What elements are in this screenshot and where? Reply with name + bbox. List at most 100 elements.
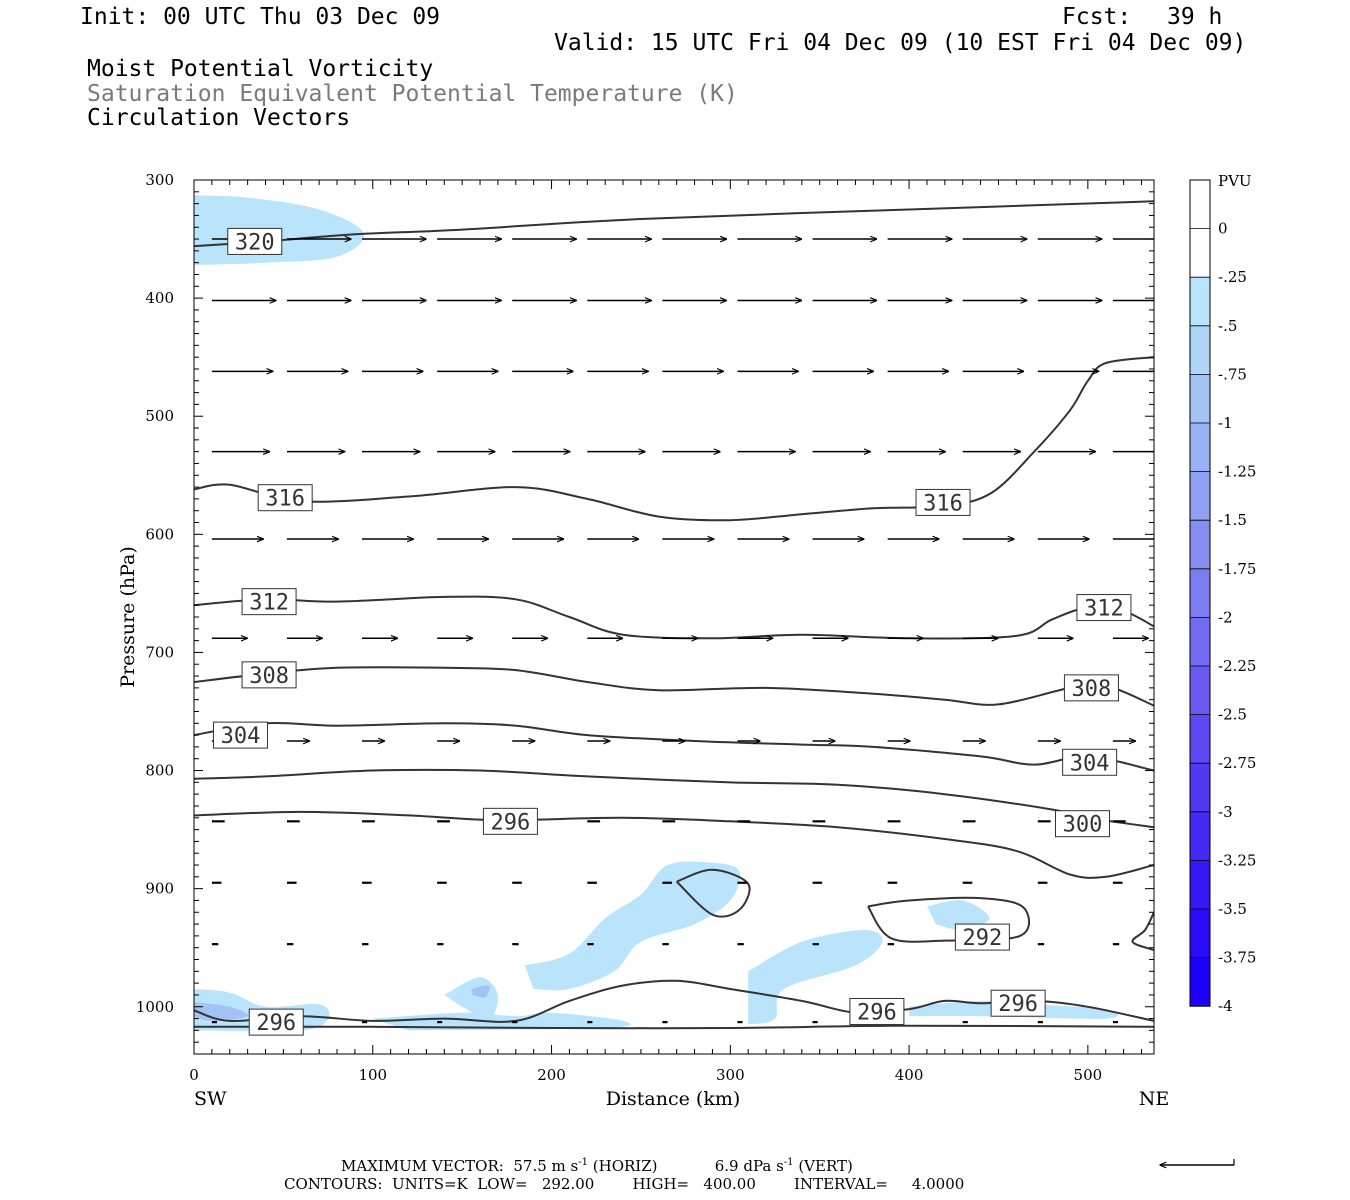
contour-292: [194, 1024, 1154, 1030]
contour-label-box: [241, 588, 297, 616]
forecast-label: Fcst:: [1062, 4, 1132, 30]
max-vector-horiz: 57.5 m s: [513, 1157, 579, 1175]
colorbar-label: -2.25: [1218, 657, 1256, 675]
x-tick-label: 0: [189, 1066, 199, 1084]
colorbar-swatch: [1190, 520, 1210, 569]
contour-label: 308: [1063, 674, 1119, 702]
colorbar-title: PVU: [1218, 172, 1252, 190]
contour-label-box: [915, 488, 971, 516]
contour-label-box: [954, 923, 1010, 951]
colorbar-swatch: [1190, 180, 1210, 229]
contour-308: [194, 666, 1154, 707]
valid-time: Valid: 15 UTC Fri 04 Dec 09 (10 EST Fri …: [554, 30, 1247, 56]
colorbar-label: -3.5: [1218, 900, 1247, 918]
init-time: Init: 00 UTC Thu 03 Dec 09: [80, 4, 441, 30]
y-tick-label: 600: [145, 525, 174, 543]
contour-label: 316: [915, 488, 971, 516]
contour-292: [676, 868, 751, 918]
contour-label-text: 320: [235, 230, 275, 255]
colorbar-frame: [1189, 179, 1211, 1007]
contour-label-text: 296: [857, 1000, 897, 1025]
contour-label-text: 304: [1070, 751, 1110, 776]
colorbar-swatch: [1190, 617, 1210, 666]
axis-labels: Distance (km) Pressure (hPa) SW NE: [117, 546, 1169, 1110]
circulation-vectors: [211, 239, 1154, 1024]
contour-label-box: [1062, 748, 1118, 776]
colorbar: PVU 0 -.25 -.5 -.75 -1 -1.25 -1.5 -1.75 -2 -2.25 -…: [1189, 172, 1256, 1015]
colorbar-label: -2.75: [1218, 754, 1256, 772]
colorbar-swatch: [1190, 860, 1210, 909]
forecast-hour: 39 h: [1167, 4, 1223, 30]
max-vector-vert: 6.9 dPa s: [714, 1157, 784, 1175]
contour-label-text: 296: [256, 1011, 296, 1036]
contour-label: 300: [1054, 810, 1110, 838]
contour-label-box: [482, 807, 538, 835]
x-end-label-right: NE: [1139, 1088, 1170, 1110]
contour-label: 316: [257, 484, 313, 512]
contour-316: [194, 356, 1154, 522]
x-axis-title: Distance (km): [606, 1088, 741, 1110]
contour-info: CONTOURS: UNITS=K LOW= 292.00 HIGH= 400.…: [284, 1175, 965, 1193]
contour-label-text: 300: [1063, 813, 1103, 838]
x-tick-label: 100: [358, 1066, 387, 1084]
contour-label-box: [241, 661, 297, 689]
contour-label-box: [257, 484, 313, 512]
colorbar-swatch: [1190, 909, 1210, 958]
field-title-vectors: Circulation Vectors: [87, 105, 351, 131]
contour-label-box: [227, 227, 283, 255]
mpv-region: [748, 930, 883, 1025]
contour-label: 296: [482, 807, 538, 835]
contour-label-box: [1054, 810, 1110, 838]
y-tick-label: 400: [145, 289, 174, 307]
colorbar-swatch: [1190, 423, 1210, 472]
colorbar-swatch: [1190, 957, 1210, 1007]
colorbar-swatch: [1190, 374, 1210, 423]
x-tick-label: 200: [537, 1066, 566, 1084]
contour-label-text: 316: [923, 491, 963, 516]
contour-label-box: [248, 1008, 304, 1036]
y-tick-label: 700: [145, 643, 174, 661]
x-end-label-left: SW: [194, 1088, 227, 1110]
field-title-mpv: Moist Potential Vorticity: [87, 56, 434, 82]
field-title-theta: Saturation Equivalent Potential Temperat…: [87, 81, 738, 107]
x-tick-label: 400: [895, 1066, 924, 1084]
theta-contours: [194, 200, 1154, 1030]
reference-vector: [1160, 1159, 1235, 1165]
y-axis-title: Pressure (hPa): [117, 546, 139, 688]
colorbar-swatch: [1190, 277, 1210, 326]
colorbar-label: -2: [1218, 608, 1233, 626]
contour-label-text: 312: [1084, 597, 1124, 622]
colorbar-swatch: [1190, 568, 1210, 618]
colorbar-swatch: [1190, 325, 1210, 375]
colorbar-label: -3.75: [1218, 949, 1256, 967]
contour-label-text: 292: [963, 926, 1003, 951]
colorbar-swatch: [1190, 811, 1210, 861]
x-tick-label: 300: [716, 1066, 745, 1084]
y-tick-label: 1000: [136, 998, 174, 1016]
colorbar-swatch: [1190, 666, 1210, 715]
contour-292: [1131, 911, 1154, 952]
colorbar-label: -1.75: [1218, 560, 1256, 578]
contour-label: 296: [849, 997, 905, 1025]
contour-label: 320: [227, 227, 283, 255]
mpv-shading: [194, 195, 1119, 1032]
contour-label: 304: [212, 721, 268, 749]
contour-label: 308: [241, 661, 297, 689]
contour-label: 296: [990, 989, 1046, 1017]
colorbar-swatch: [1190, 763, 1210, 812]
contour-label-text: 308: [249, 664, 289, 689]
colorbar-label: 0: [1218, 220, 1228, 238]
contour-label-text: 316: [265, 487, 305, 512]
colorbar-label: -2.5: [1218, 706, 1247, 724]
contour-label-text: 308: [1072, 677, 1112, 702]
contour-label: 312: [1076, 594, 1132, 622]
y-tick-label: 800: [145, 762, 174, 780]
y-tick-label: 500: [145, 407, 174, 425]
contour-label: 304: [1062, 748, 1118, 776]
max-vector-line: MAXIMUM VECTOR: 57.5 m s-1 (HORIZ) 6.9 d…: [341, 1158, 853, 1174]
contour-label: 292: [954, 923, 1010, 951]
colorbar-label: -.5: [1218, 317, 1237, 335]
contour-label-text: 296: [998, 992, 1038, 1017]
contour-296: [194, 979, 1154, 1023]
